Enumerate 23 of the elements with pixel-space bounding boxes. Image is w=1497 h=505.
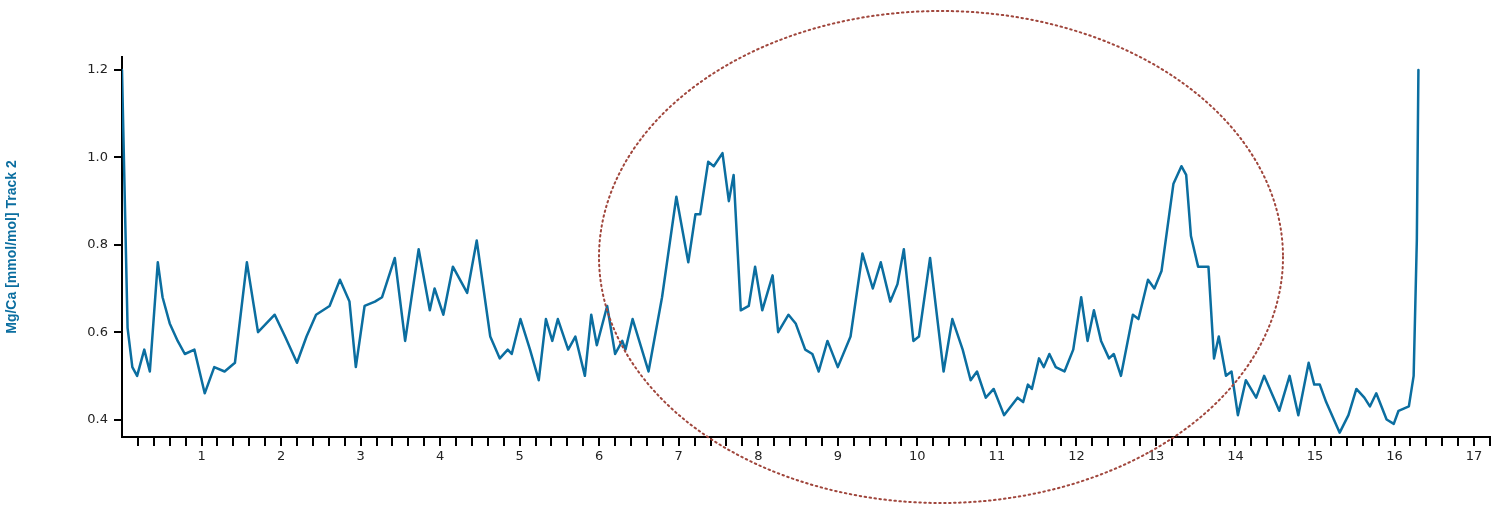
x-tick-label: 16 — [1386, 448, 1403, 464]
x-tick-label: 12 — [1068, 448, 1085, 464]
x-tick-label: 1 — [197, 448, 206, 464]
x-tick-label: 5 — [515, 448, 524, 464]
x-tick-label: 13 — [1147, 448, 1165, 464]
x-tick-label: 17 — [1465, 448, 1483, 464]
y-tick-label: 0.6 — [87, 323, 108, 339]
x-tick-label: 10 — [909, 448, 926, 464]
y-tick-label: 0.4 — [87, 410, 108, 426]
y-tick-label: 1.2 — [87, 61, 108, 77]
x-tick-label: 14 — [1227, 448, 1244, 464]
y-tick-label: 1.0 — [87, 148, 108, 164]
x-tick-label: 4 — [436, 448, 445, 464]
y-tick-label: 0.8 — [87, 236, 108, 252]
x-tick-label: 11 — [988, 448, 1006, 464]
y-axis-title: Mg/Ca [mmol/mol] Track 2 — [3, 160, 20, 334]
x-tick-label: 6 — [595, 448, 604, 464]
x-tick-label: 8 — [754, 448, 763, 464]
x-tick-label: 3 — [356, 448, 365, 464]
x-tick-label: 15 — [1306, 448, 1324, 464]
x-tick-label: 9 — [833, 448, 842, 464]
x-tick-label: 7 — [674, 448, 683, 464]
x-tick-label: 2 — [276, 448, 286, 464]
